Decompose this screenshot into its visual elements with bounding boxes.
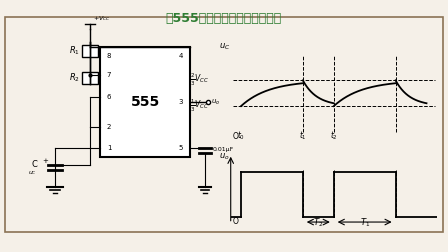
Text: 2: 2 <box>107 124 111 130</box>
Text: $R_1$: $R_1$ <box>69 45 80 57</box>
Text: 8: 8 <box>107 53 111 59</box>
Text: $u_C$: $u_C$ <box>28 169 37 177</box>
Text: C: C <box>31 160 37 169</box>
Text: $u_o$: $u_o$ <box>211 98 220 107</box>
Text: $\frac{2}{3}V_{CC}$: $\frac{2}{3}V_{CC}$ <box>190 72 209 88</box>
FancyBboxPatch shape <box>82 45 98 57</box>
FancyBboxPatch shape <box>82 72 98 84</box>
Text: $t_1$: $t_1$ <box>299 130 307 142</box>
Text: $T_1$: $T_1$ <box>360 216 370 229</box>
Text: $+V_{CC}$: $+V_{CC}$ <box>93 14 111 23</box>
Text: O: O <box>233 132 239 141</box>
Text: 4: 4 <box>179 53 183 59</box>
Text: 555: 555 <box>130 95 159 109</box>
Text: 7: 7 <box>107 72 111 78</box>
Text: $\frac{1}{3}V_{CC}$: $\frac{1}{3}V_{CC}$ <box>190 98 209 114</box>
Text: $u_o$: $u_o$ <box>219 151 230 162</box>
Text: 6: 6 <box>107 94 111 100</box>
Text: $R_2$: $R_2$ <box>69 72 80 84</box>
Text: $u_C$: $u_C$ <box>219 42 230 52</box>
Text: 3: 3 <box>179 99 183 105</box>
Text: $t_0$: $t_0$ <box>237 130 245 142</box>
Text: 5: 5 <box>179 145 183 151</box>
FancyBboxPatch shape <box>100 47 190 157</box>
Text: 1: 1 <box>107 145 111 151</box>
Text: $t_2$: $t_2$ <box>330 130 338 142</box>
Text: 0.01μF: 0.01μF <box>213 147 234 152</box>
Text: $T_2$: $T_2$ <box>313 216 323 229</box>
Text: O: O <box>233 217 239 226</box>
Text: 由555定时器组成的多谐振荡器: 由555定时器组成的多谐振荡器 <box>166 12 282 25</box>
Text: +: + <box>42 158 48 164</box>
